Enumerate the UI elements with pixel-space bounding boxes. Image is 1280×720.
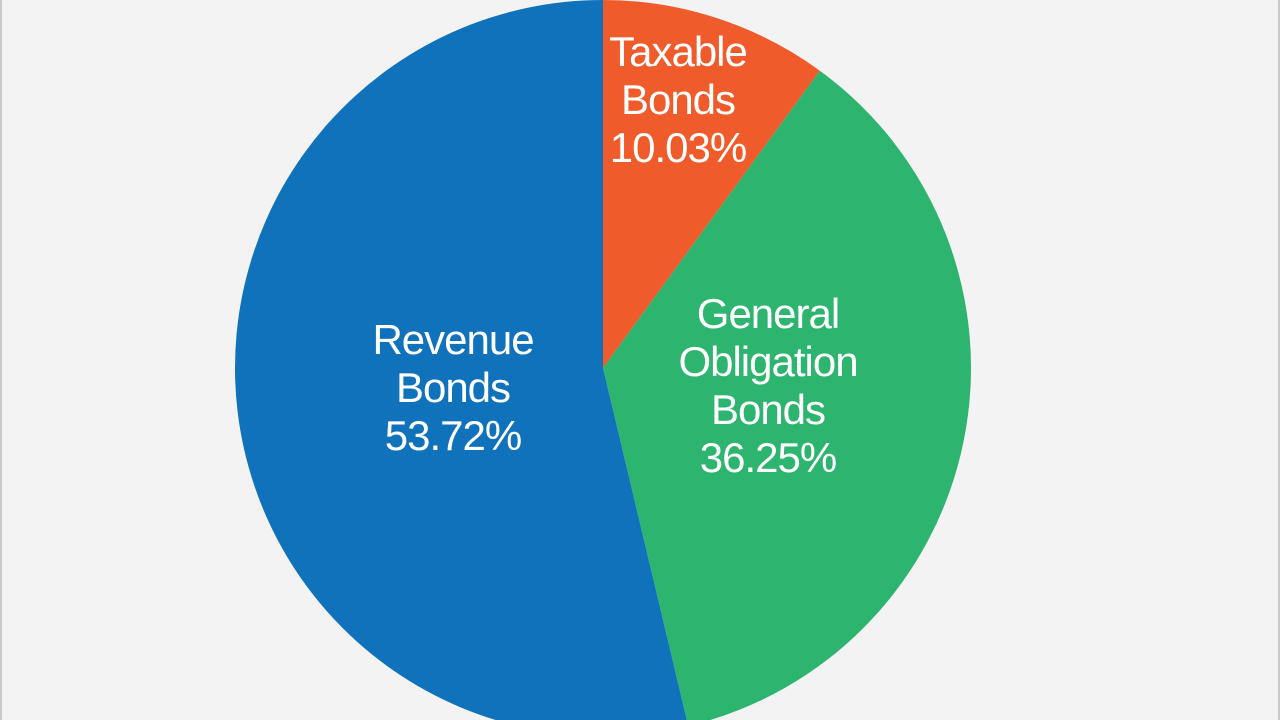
frame-left-border	[0, 0, 2, 720]
pie-labels: TaxableBonds10.03%GeneralObligationBonds…	[372, 28, 858, 481]
pie-slices	[235, 0, 971, 720]
slice-value-label: 53.72%	[385, 412, 521, 459]
slice-name-label: Bonds	[711, 386, 825, 433]
slice-name-label: General	[697, 290, 839, 337]
slice-name-label: Revenue	[372, 316, 533, 363]
slice-name-label: Taxable	[609, 28, 747, 75]
slice-name-label: Obligation	[678, 338, 857, 385]
slice-value-label: 10.03%	[610, 124, 746, 171]
slice-value-label: 36.25%	[700, 434, 836, 481]
pie-slice-2	[235, 0, 687, 720]
slice-name-label: Bonds	[621, 76, 735, 123]
pie-slice-1	[603, 70, 971, 720]
slice-name-label: Bonds	[396, 364, 510, 411]
pie-slice-0	[603, 0, 820, 368]
frame-right-border	[1278, 0, 1280, 720]
